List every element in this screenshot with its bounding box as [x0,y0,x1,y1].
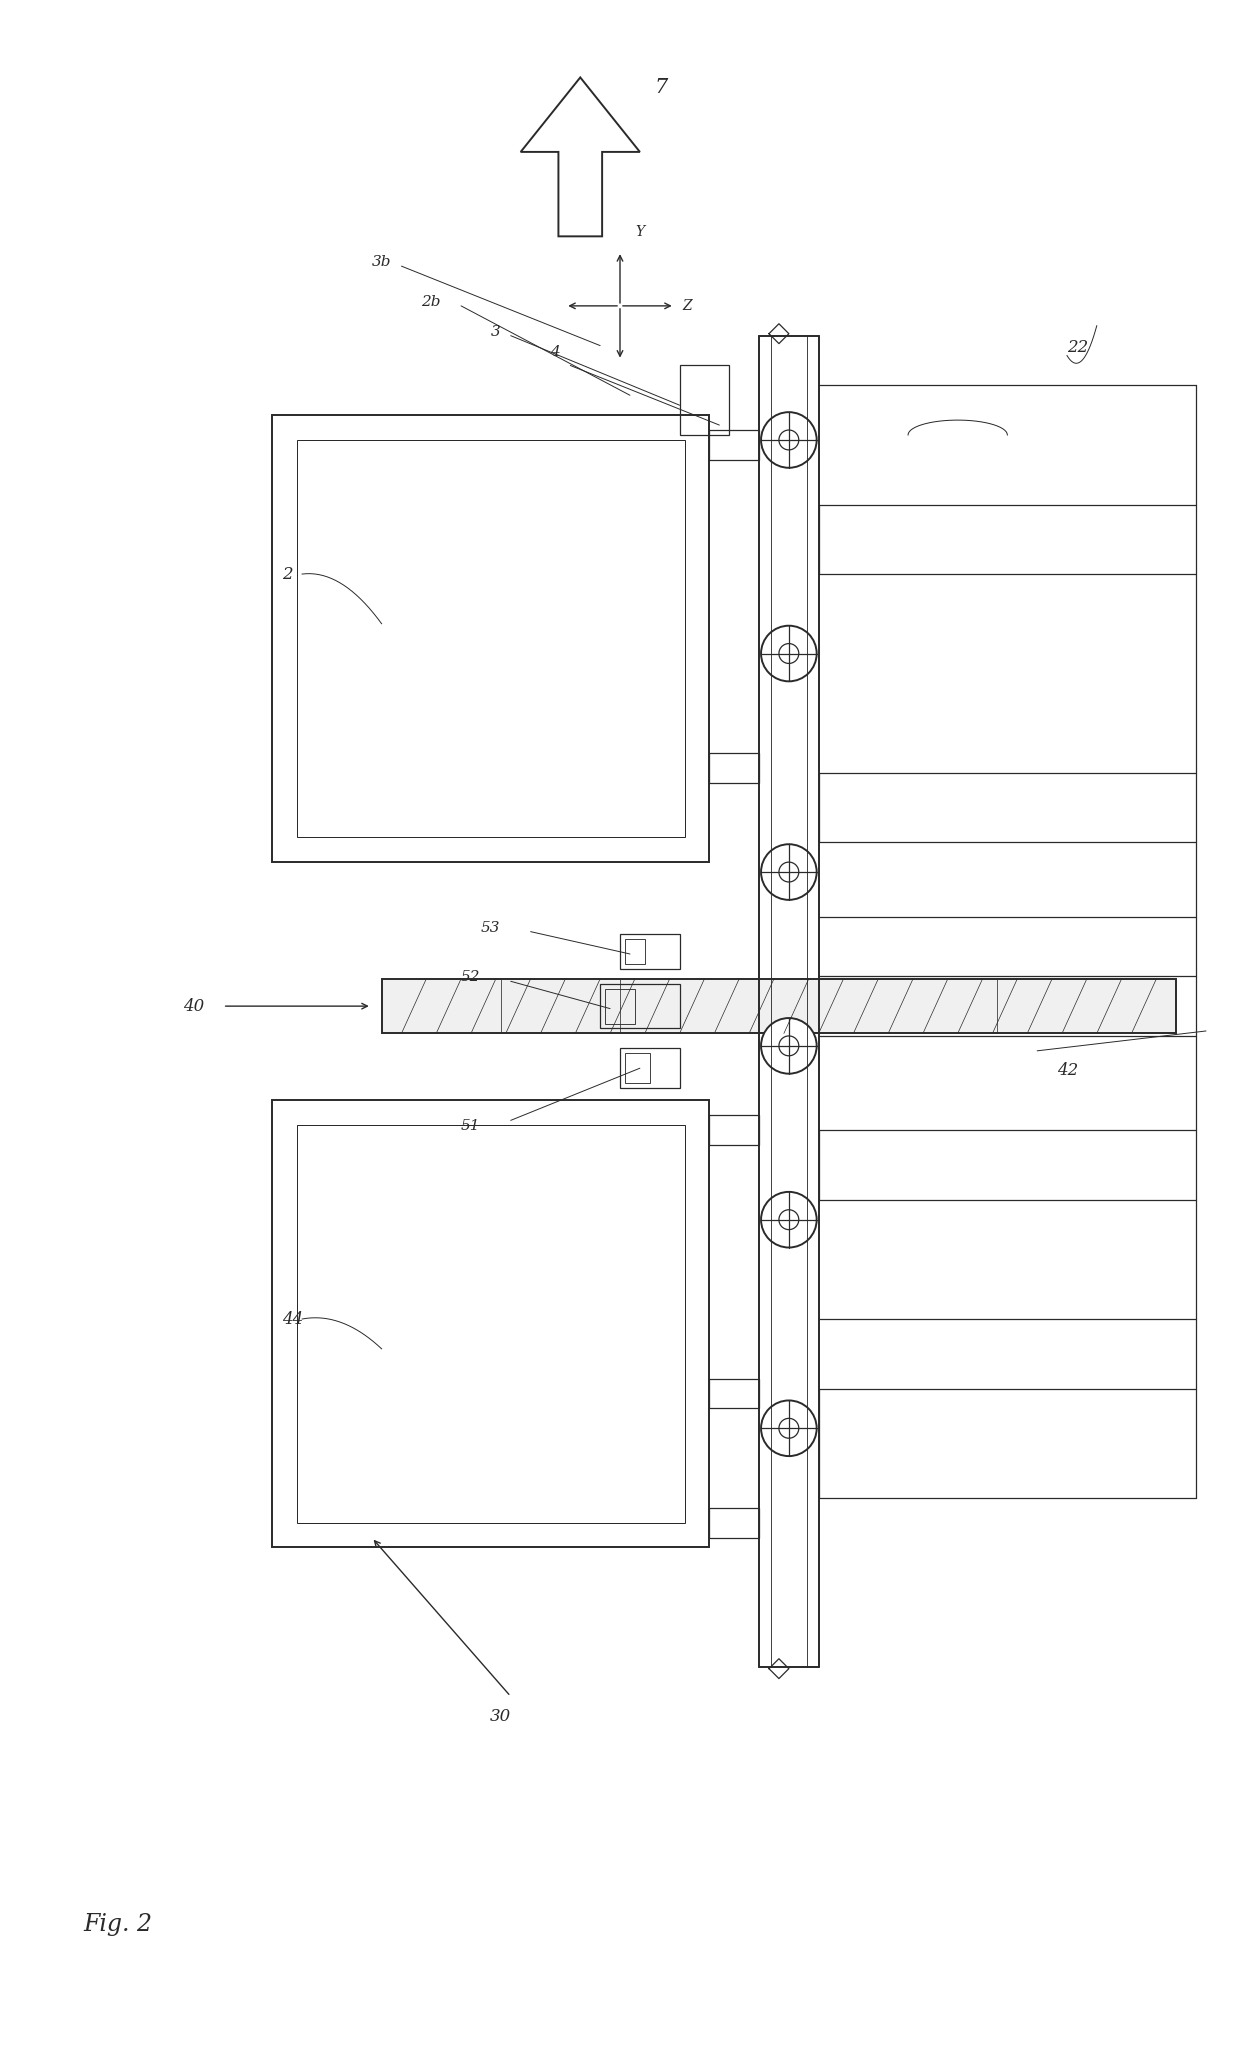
Text: 53: 53 [481,921,501,934]
Circle shape [761,412,817,468]
Text: Z: Z [682,300,692,312]
Text: 7: 7 [655,78,668,96]
Circle shape [779,431,799,449]
Bar [600,983,680,1028]
Bar [709,431,759,460]
Bar [709,753,759,782]
Text: 3b: 3b [372,254,391,269]
Polygon shape [521,78,640,236]
Circle shape [779,1418,799,1438]
Bar [625,940,645,964]
Bar [298,1124,684,1523]
Circle shape [779,1036,799,1057]
Text: 44: 44 [283,1311,304,1328]
Bar [605,989,635,1024]
Bar [709,1508,759,1537]
Bar [709,1379,759,1408]
Text: 30: 30 [490,1707,511,1726]
Bar [273,1100,709,1547]
Text: 2b: 2b [422,295,441,310]
Bar [382,979,1177,1034]
Circle shape [779,862,799,882]
Text: 52: 52 [461,971,481,985]
Circle shape [761,1399,817,1457]
Text: 40: 40 [184,997,205,1014]
Bar [298,439,684,837]
Text: Fig. 2: Fig. 2 [83,1912,153,1937]
Text: 51: 51 [461,1118,481,1133]
Text: 4: 4 [551,345,560,359]
Text: Y: Y [635,226,644,240]
Circle shape [761,843,817,901]
Bar [620,1049,680,1088]
Circle shape [761,1192,817,1248]
Circle shape [761,1018,817,1073]
Bar [273,415,709,862]
Circle shape [779,1211,799,1229]
Bar [620,934,680,969]
Circle shape [779,644,799,663]
Bar [680,365,729,435]
Bar [625,1053,650,1083]
Text: 42: 42 [1056,1063,1079,1079]
Text: 2: 2 [283,566,293,583]
Text: 22: 22 [1066,339,1089,355]
Circle shape [761,626,817,681]
Text: 3: 3 [491,324,501,339]
Bar [709,1116,759,1145]
